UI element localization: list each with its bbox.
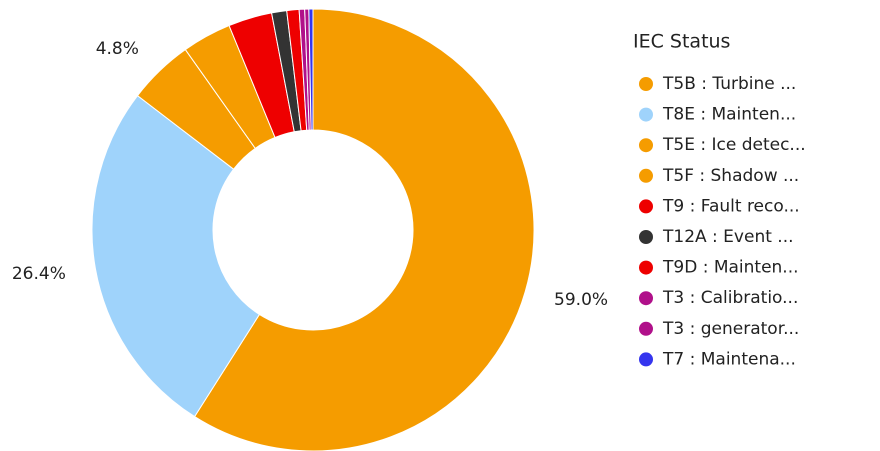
data-label: 59.0%	[554, 290, 608, 310]
legend-marker	[639, 107, 653, 122]
legend-marker	[639, 321, 653, 336]
legend-marker	[639, 138, 653, 153]
legend-label: T8E : Mainten...	[662, 105, 796, 125]
legend-label: T5E : Ice detec...	[662, 135, 806, 155]
legend-marker	[639, 260, 653, 275]
legend-label: T9D : Mainten...	[662, 258, 799, 278]
legend-marker	[639, 77, 653, 91]
data-label: 26.4%	[12, 264, 66, 284]
donut-slice	[308, 8, 314, 131]
legend-label: T12A : Event ...	[662, 227, 794, 247]
legend-label: T5F : Shadow ...	[662, 166, 799, 186]
legend-label: T3 : Calibratio...	[662, 288, 798, 308]
legend-marker	[639, 168, 653, 183]
donut-slice	[91, 94, 261, 418]
legend-label: T9 : Fault reco...	[662, 196, 800, 216]
donut-slice	[193, 8, 535, 451]
data-label: 4.8%	[96, 39, 139, 59]
legend-marker	[639, 199, 653, 214]
legend-label: T5B : Turbine ...	[662, 74, 796, 94]
legend-title: IEC Status	[633, 31, 730, 53]
legend-label: T3 : generator...	[662, 319, 799, 339]
legend-marker	[639, 352, 653, 367]
legend-marker	[639, 230, 653, 244]
legend-marker	[639, 291, 653, 306]
legend-label: T7 : Maintena...	[662, 349, 796, 369]
